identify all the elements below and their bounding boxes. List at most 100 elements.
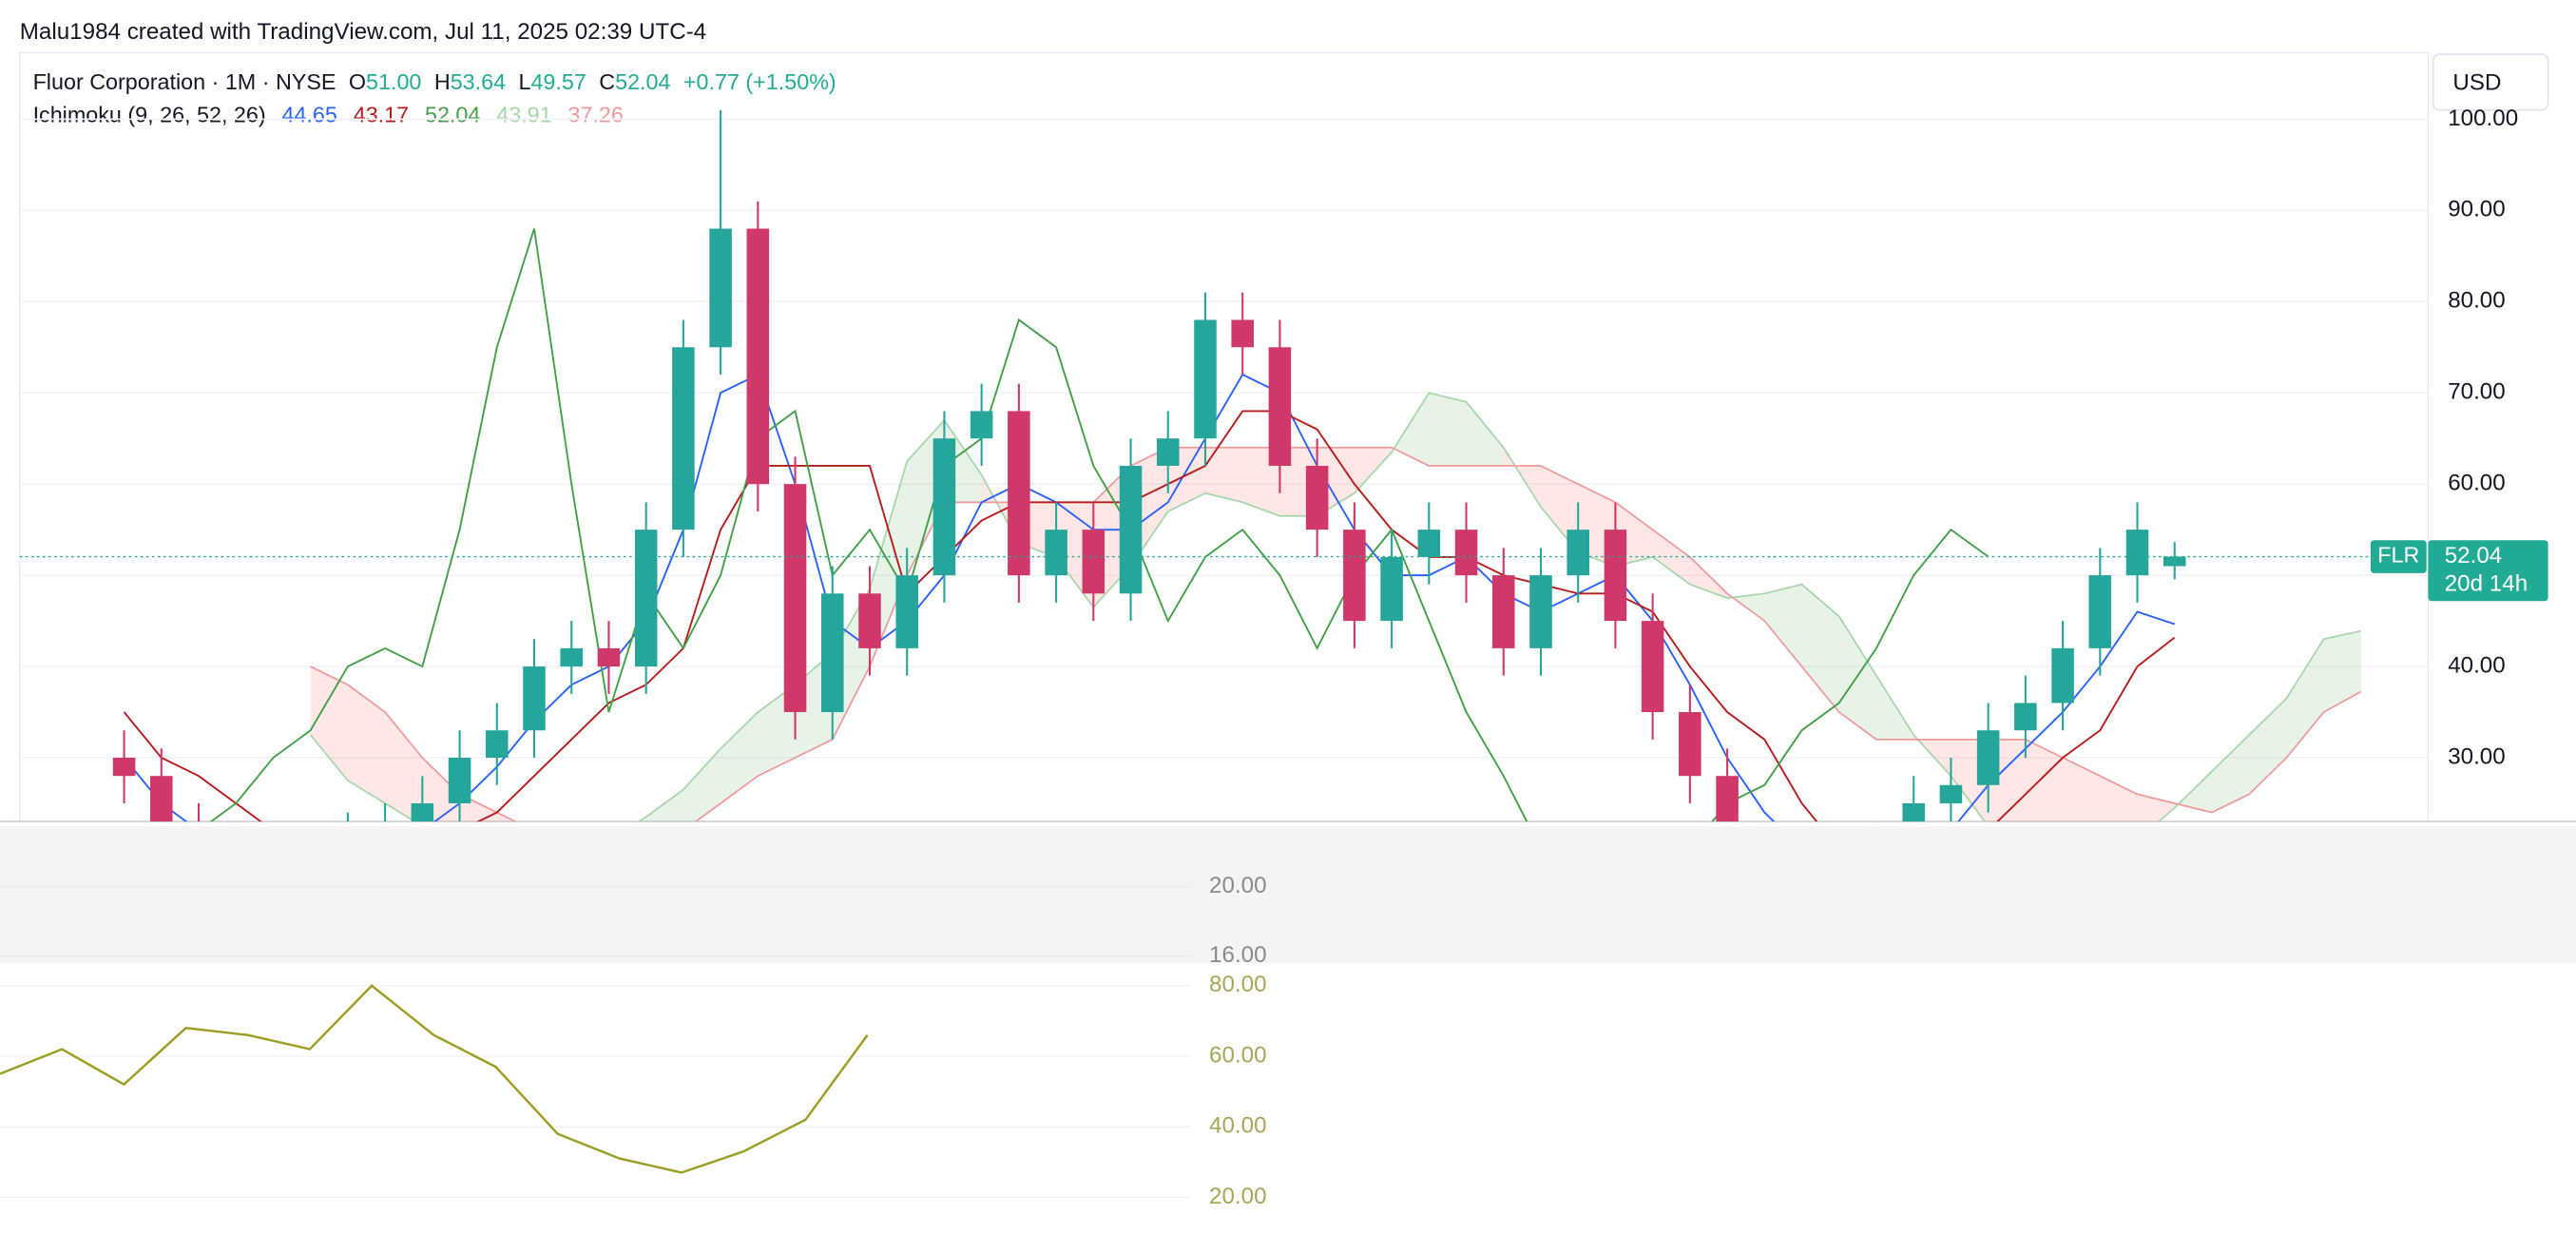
candle-body <box>1417 530 1441 557</box>
indicator-name: Ichimoku (9, 26, 52, 26) <box>33 103 266 127</box>
candle-body <box>523 666 546 731</box>
cloud-fill <box>2323 630 2361 713</box>
candle-body <box>1343 530 1366 622</box>
cloud-fill <box>1392 393 1430 466</box>
cloud-span-line <box>310 446 2362 822</box>
cloud-fill <box>385 712 423 822</box>
y-tick-label: 60.00 <box>2448 471 2506 496</box>
price-tag: 52.04 <box>2445 543 2503 569</box>
cloud-fill <box>1764 584 1802 667</box>
candle-body <box>1604 530 1627 622</box>
candle-body <box>1529 575 1552 648</box>
candle-body <box>1231 319 1254 348</box>
cloud-fill <box>1466 401 1504 466</box>
candle-body <box>821 593 844 713</box>
y-tick-label: 16.00 <box>1209 942 1267 968</box>
ohlc-value: 51.00 <box>366 69 421 94</box>
candle-body <box>1902 802 1925 822</box>
candle-body <box>411 802 434 822</box>
candle-body <box>1679 712 1701 777</box>
indicator-legend: Ichimoku (9, 26, 52, 26) 44.65 43.17 52.… <box>33 103 624 127</box>
cloud-fill <box>1727 593 1765 622</box>
y-tick-label: 20.00 <box>1209 1184 1267 1209</box>
candle-body <box>2014 703 2037 731</box>
cloud-fill <box>347 684 386 803</box>
cloud-fill <box>1838 616 1876 740</box>
cloud-span-line <box>309 392 2362 822</box>
candle-body <box>709 228 732 348</box>
candle-body <box>1156 438 1180 466</box>
candle-body <box>1716 776 1739 822</box>
cloud-fill <box>2211 735 2250 813</box>
indicator-value: 52.04 <box>425 103 480 127</box>
cloud-fill <box>645 789 683 822</box>
candle-body <box>448 758 471 803</box>
indicator-value: 44.65 <box>281 103 336 127</box>
candle-body <box>1976 730 2000 785</box>
cloud-fill <box>2249 698 2287 795</box>
currency[interactable]: USD <box>2452 70 2501 96</box>
ohlc-key: O <box>349 69 366 94</box>
candle-body <box>672 347 695 530</box>
candle-body <box>486 730 509 759</box>
y-tick-label: 60.00 <box>1209 1042 1267 1068</box>
candle-body <box>1380 556 1403 622</box>
y-tick-label: 70.00 <box>2448 379 2506 405</box>
watermark: Malu1984 created with TradingView.com, J… <box>20 19 706 45</box>
ohlc-key: L <box>518 69 530 94</box>
candle-body <box>746 228 770 485</box>
candle-body <box>2088 575 2112 648</box>
cloud-fill <box>2025 739 2064 822</box>
ohlc-value: 49.57 <box>530 69 586 94</box>
indicator-line <box>123 410 2176 822</box>
candle-body <box>1268 347 1292 466</box>
candle-body <box>560 647 583 667</box>
y-tick-label: 40.00 <box>1209 1113 1267 1139</box>
candle-body <box>1119 465 1143 594</box>
candle-body <box>634 530 658 667</box>
indicator-value: 37.26 <box>567 103 623 127</box>
candle-body <box>1194 319 1217 439</box>
y-tick-label: 80.00 <box>1209 972 1267 997</box>
candle-body <box>858 593 881 648</box>
cloud-fill <box>2286 639 2324 759</box>
cloud-fill <box>721 712 759 803</box>
cloud-fill <box>310 666 348 781</box>
symbol-legend: Fluor Corporation · 1M · NYSE O51.00 H53… <box>33 69 836 94</box>
candle-body <box>2051 647 2074 704</box>
indicator-value: 43.91 <box>496 103 551 127</box>
candle-body <box>932 438 956 576</box>
candle-body <box>1491 575 1515 648</box>
cloud-fill <box>638 817 646 822</box>
plot <box>19 109 2429 822</box>
ohlc-key: C <box>599 69 615 94</box>
candle-body <box>1045 530 1067 576</box>
cloud-fill <box>1801 584 1839 713</box>
cloud-fill <box>1204 447 1243 503</box>
candle-body <box>150 776 173 822</box>
symbol-tag-box <box>2370 540 2427 573</box>
candle-body <box>1008 411 1030 576</box>
symbol: Fluor Corporation · 1M · NYSE <box>33 69 336 94</box>
candle-body <box>1567 530 1589 576</box>
candle-body <box>2163 556 2186 567</box>
cloud-fill <box>2063 758 2101 822</box>
y-tick-label: 80.00 <box>2448 288 2506 314</box>
ohlc-value: 52.04 <box>615 69 670 94</box>
symbol-tag: FLR <box>2377 543 2419 568</box>
cloud-fill <box>2137 794 2175 822</box>
ohlc-value: 53.64 <box>451 69 506 94</box>
change: +0.77 (+1.50%) <box>683 69 836 94</box>
candle-body <box>112 758 136 777</box>
currency-box[interactable] <box>2432 53 2549 111</box>
candle-body <box>1454 530 1478 576</box>
candle-body <box>1305 465 1329 530</box>
candle-body <box>1082 530 1105 594</box>
y-tick-label: 90.00 <box>2448 197 2506 222</box>
y-tick-label: 20.00 <box>1209 873 1267 898</box>
candle-body <box>783 484 807 713</box>
candle-body <box>597 647 621 667</box>
candle-body <box>1939 784 1963 803</box>
